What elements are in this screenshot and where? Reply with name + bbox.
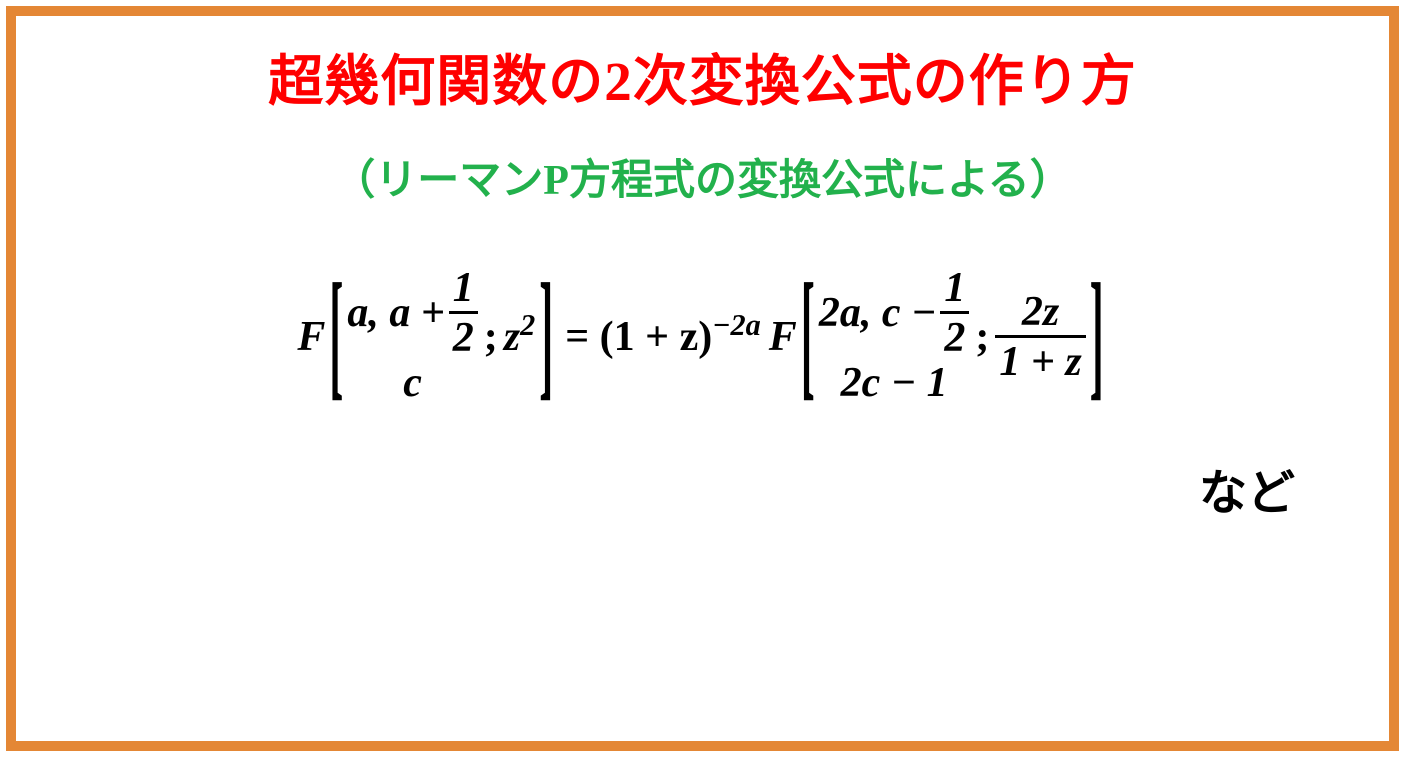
left-frac-half: 1 2 bbox=[449, 267, 478, 359]
right-top-prefix: 2a, c − bbox=[819, 289, 937, 337]
right-frac-half: 1 2 bbox=[940, 267, 969, 359]
right-F: F bbox=[769, 313, 797, 361]
right-arg-frac: 2z 1 + z bbox=[995, 291, 1085, 383]
left-F: F bbox=[297, 313, 325, 361]
left-top-prefix: a, a + bbox=[347, 289, 444, 337]
equation: F [ a, a + 1 2 c ; z2 ] = (1 + z)−2a bbox=[30, 267, 1375, 407]
left-semicolon: ; bbox=[478, 313, 504, 361]
right-bottom: 2c − 1 bbox=[841, 359, 948, 407]
right-semicolon: ; bbox=[969, 313, 995, 361]
left-params: a, a + 1 2 c bbox=[347, 267, 477, 407]
main-title: 超幾何関数の2次変換公式の作り方 bbox=[30, 36, 1375, 116]
left-bottom: c bbox=[403, 359, 422, 407]
equals-and-factor: = (1 + z)−2a bbox=[565, 313, 761, 361]
right-params: 2a, c − 1 2 2c − 1 bbox=[819, 267, 970, 407]
trailer-text: など bbox=[30, 453, 1375, 523]
subtitle: （リーマンP方程式の変換公式による） bbox=[30, 146, 1375, 207]
left-arg: z2 bbox=[504, 313, 535, 361]
